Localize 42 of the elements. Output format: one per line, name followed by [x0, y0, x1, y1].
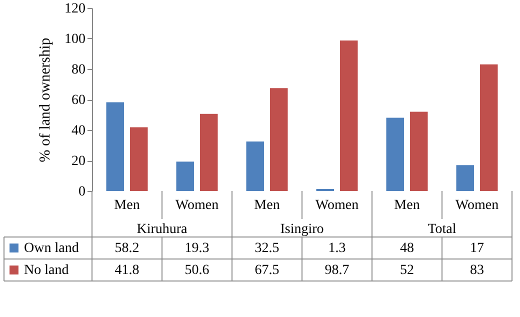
- data-label: 67.5: [254, 263, 280, 278]
- x-tick-label: Men: [114, 198, 140, 213]
- y-axis-title: % of land ownership: [38, 38, 54, 162]
- bar: [270, 88, 288, 191]
- y-tick-label: 40: [72, 124, 86, 138]
- data-label: 41.8: [114, 263, 140, 278]
- y-tick-label: 80: [72, 62, 86, 78]
- data-label: 48: [400, 241, 414, 256]
- data-label: 98.7: [324, 263, 350, 278]
- y-tick-label: 100: [64, 32, 86, 47]
- data-label: 58.2: [114, 241, 140, 256]
- bar: [386, 118, 404, 191]
- x-tick-label: Women: [455, 198, 499, 213]
- bar: [200, 114, 218, 191]
- x-tick-label: Women: [175, 198, 219, 213]
- data-label: 50.6: [184, 263, 210, 278]
- text: Total: [428, 222, 456, 237]
- bar: [130, 127, 148, 191]
- y-tick-label: 0: [78, 184, 86, 200]
- legend-label: Own land: [24, 241, 79, 256]
- y-tick-label: 20: [72, 154, 86, 169]
- bar: [246, 141, 264, 191]
- data-label: 1.3: [328, 241, 346, 256]
- bar: [176, 162, 194, 191]
- data-label: 19.3: [184, 241, 210, 256]
- bar: [106, 102, 124, 191]
- bar: [456, 165, 474, 191]
- y-tick-label: 60: [72, 93, 86, 108]
- text: Isingiro: [280, 222, 324, 237]
- data-label: 83: [470, 263, 484, 278]
- x-tick-label: Women: [315, 198, 359, 213]
- data-label: 52: [400, 263, 414, 278]
- bar: [480, 64, 498, 191]
- legend-label: No land: [24, 263, 69, 278]
- bar: [340, 40, 358, 191]
- y-tick-label: 120: [64, 2, 86, 16]
- data-label: 17: [470, 241, 484, 256]
- x-tick-label: Men: [254, 198, 280, 213]
- text: Kiruhura: [136, 222, 188, 237]
- data-label: 32.5: [254, 241, 280, 256]
- x-tick-label: Men: [394, 198, 420, 213]
- bar: [410, 112, 428, 191]
